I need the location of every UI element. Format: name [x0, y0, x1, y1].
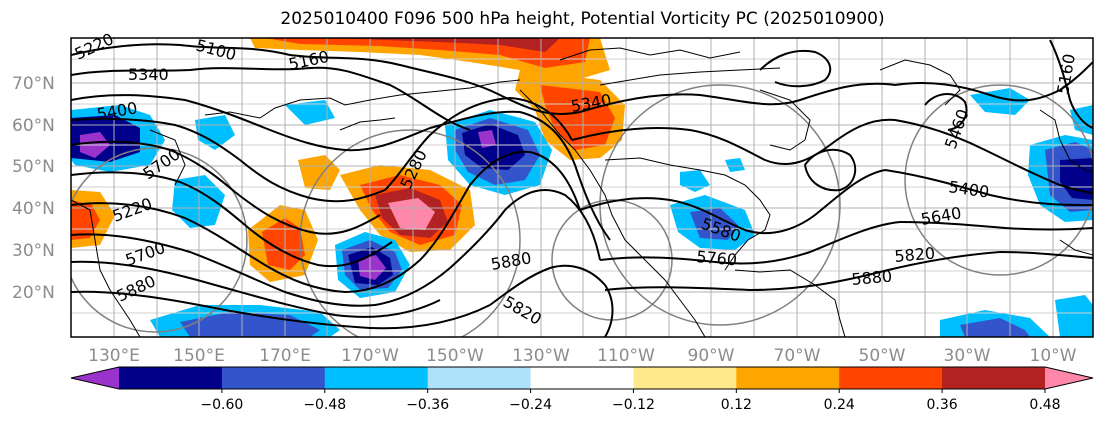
- colorbar-tick-label: −0.24: [509, 397, 552, 413]
- contour-label: 5820: [894, 244, 936, 266]
- lat-label: 50°N: [12, 157, 55, 177]
- pv-negative-region: [285, 100, 335, 125]
- colorbar-swatch: [839, 367, 943, 389]
- latitude-axis: 70°N 60°N 50°N 40°N 30°N 20°N: [12, 74, 55, 303]
- colorbar-swatch: [427, 367, 532, 389]
- pv-positive-region: [330, 38, 560, 52]
- longitude-axis: 130°E 150°E 170°E 170°W 150°W 130°W 110°…: [88, 346, 1077, 366]
- lon-label: 30°W: [944, 346, 991, 366]
- lon-label: 170°E: [259, 346, 311, 366]
- lon-label: 150°W: [426, 346, 484, 366]
- lat-label: 40°N: [12, 199, 55, 219]
- colorbar-extend-low: [71, 367, 119, 389]
- colorbar: −0.60 −0.48 −0.36 −0.24 −0.12 0.12 0.24 0.36 0.4…: [70, 366, 1094, 413]
- lat-label: 30°N: [12, 241, 55, 261]
- pv-negative-region: [1055, 295, 1093, 337]
- lon-label: 130°E: [88, 346, 140, 366]
- contour-label: 5340: [128, 65, 169, 84]
- lon-label: 90°W: [688, 346, 735, 366]
- pv-negative-region: [358, 255, 386, 280]
- lat-label: 60°N: [12, 116, 55, 136]
- lon-label: 130°W: [512, 346, 570, 366]
- map-title: 2025010400 F096 500 hPa height, Potentia…: [280, 9, 885, 29]
- colorbar-swatch: [324, 367, 429, 389]
- lat-label: 20°N: [12, 283, 55, 303]
- lon-label: 10°W: [1030, 346, 1077, 366]
- colorbar-swatch: [221, 367, 326, 389]
- lon-label: 150°E: [173, 346, 225, 366]
- map-panel: 5220 5100 5160 5340 5400 5700 5220 5700 …: [70, 29, 1094, 338]
- colorbar-extend-high: [1045, 367, 1093, 389]
- colorbar-swatch: [942, 367, 1046, 389]
- contour-label: 5760: [696, 247, 738, 269]
- coastlines: [71, 47, 1093, 337]
- colorbar-swatch: [530, 367, 634, 389]
- lat-label: 70°N: [12, 74, 55, 94]
- lon-label: 170°W: [341, 346, 399, 366]
- lon-label: 70°W: [774, 346, 821, 366]
- pv-positive-region: [71, 200, 100, 240]
- pv-negative-region: [960, 318, 1030, 337]
- colorbar-outline: [70, 366, 1094, 390]
- colorbar-tick-label: −0.12: [612, 397, 655, 413]
- map-frame: [70, 37, 1094, 338]
- pv-negative-region: [690, 208, 738, 240]
- lon-label: 50°W: [859, 346, 906, 366]
- pv-positive-region: [298, 155, 340, 190]
- colorbar-tick-label: −0.60: [200, 397, 243, 413]
- colorbar-swatch: [633, 367, 737, 389]
- pv-positive-region: [388, 198, 435, 230]
- colorbar-tick-label: 0.12: [721, 397, 752, 413]
- colorbar-tick-label: −0.48: [303, 397, 346, 413]
- pv-negative-region: [970, 88, 1030, 115]
- colorbar-tick-label: 0.48: [1029, 397, 1060, 413]
- pv-negative-region: [462, 124, 525, 170]
- lon-label: 110°W: [597, 346, 655, 366]
- contour-label: 5880: [851, 267, 893, 289]
- colorbar-swatch: [119, 367, 223, 389]
- pv-negative-region: [478, 130, 496, 148]
- colorbar-swatch: [736, 367, 840, 389]
- colorbar-tick-label: −0.36: [406, 397, 449, 413]
- pv-negative-region: [725, 158, 745, 172]
- pv-negative-region: [195, 115, 235, 150]
- pv-negative-region: [1060, 158, 1093, 200]
- colorbar-tick-label: 0.36: [927, 397, 958, 413]
- colorbar-tick-label: 0.24: [824, 397, 855, 413]
- height-contours: [71, 39, 1093, 337]
